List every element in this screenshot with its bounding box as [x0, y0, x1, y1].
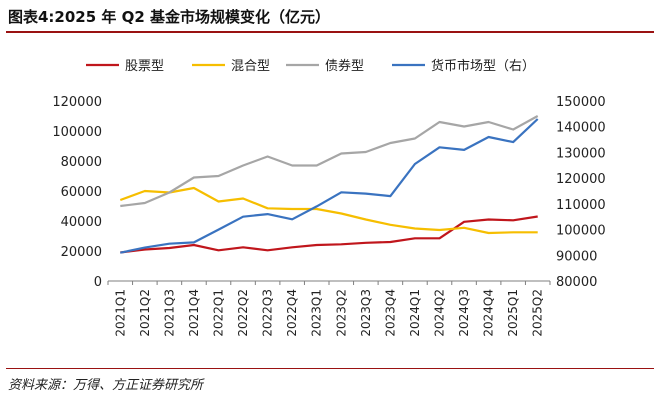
y-left-tick-label: 40000 [61, 215, 102, 230]
x-tick-label: 2023Q3 [359, 289, 373, 337]
x-tick-label: 2024Q4 [482, 289, 496, 337]
x-tick-label: 2021Q3 [162, 289, 176, 337]
title-rule [6, 31, 654, 33]
y-left-tick-label: 20000 [61, 245, 102, 260]
legend-label-4: 货币市场型（右） [431, 58, 535, 74]
y-right-tick-label: 80000 [556, 275, 597, 290]
source-rule [6, 368, 654, 369]
x-tick-label: 2021Q4 [187, 289, 201, 337]
series-line-1 [120, 215, 538, 254]
x-tick-label: 2021Q1 [113, 289, 127, 337]
line-chart: 股票型 混合型 债券型 货币市场型（右） 0 20000 40000 60000 80000 1… [52, 58, 605, 337]
x-tick-label: 2022Q2 [236, 289, 250, 337]
y-left-tick-label: 0 [94, 275, 102, 290]
legend-label-2: 混合型 [231, 59, 270, 74]
series-line-3 [120, 115, 539, 208]
y-right-tick-label: 100000 [556, 224, 606, 239]
x-tick-label: 2023Q4 [383, 289, 397, 337]
x-tick-label: 2021Q2 [138, 289, 152, 337]
x-tick-label: 2022Q4 [285, 289, 299, 337]
y-right-tick-label: 110000 [556, 198, 606, 213]
y-right-tick-label: 90000 [556, 249, 597, 264]
y-right-tick-label: 140000 [556, 121, 606, 136]
figure-title: 图表4:2025 年 Q2 基金市场规模变化（亿元） [8, 8, 331, 26]
legend-label-1: 股票型 [125, 59, 164, 74]
y-left-tick-label: 120000 [52, 95, 102, 110]
legend-label-3: 债券型 [325, 58, 364, 74]
y-left-tick-label: 100000 [52, 125, 102, 140]
y-left-tick-label: 60000 [61, 185, 102, 200]
x-tick-label: 2023Q1 [310, 289, 324, 337]
legend: 股票型 混合型 债券型 货币市场型（右） [86, 58, 535, 74]
x-tick-label: 2024Q3 [457, 289, 471, 337]
x-tick-label: 2025Q1 [506, 289, 520, 337]
x-tick-label: 2024Q2 [433, 289, 447, 337]
y-left-tick-label: 80000 [61, 155, 102, 170]
series-lines [119, 115, 539, 254]
y-right-tick-label: 120000 [556, 172, 606, 187]
series-line-4 [120, 118, 539, 254]
source-note: 资料来源：万得、方正证券研究所 [8, 378, 204, 393]
y-right-tick-label: 150000 [556, 95, 606, 110]
x-tick-label: 2024Q1 [408, 289, 422, 337]
x-tick-label: 2025Q2 [531, 289, 545, 337]
series-line-2 [119, 186, 538, 235]
x-tick-label: 2023Q2 [334, 289, 348, 337]
y-right-tick-label: 130000 [556, 146, 606, 161]
x-tick-label: 2022Q1 [212, 289, 226, 337]
axes: 0 20000 40000 60000 80000 100000 120000 80000 90… [52, 95, 605, 337]
x-tick-label: 2022Q3 [261, 289, 275, 337]
